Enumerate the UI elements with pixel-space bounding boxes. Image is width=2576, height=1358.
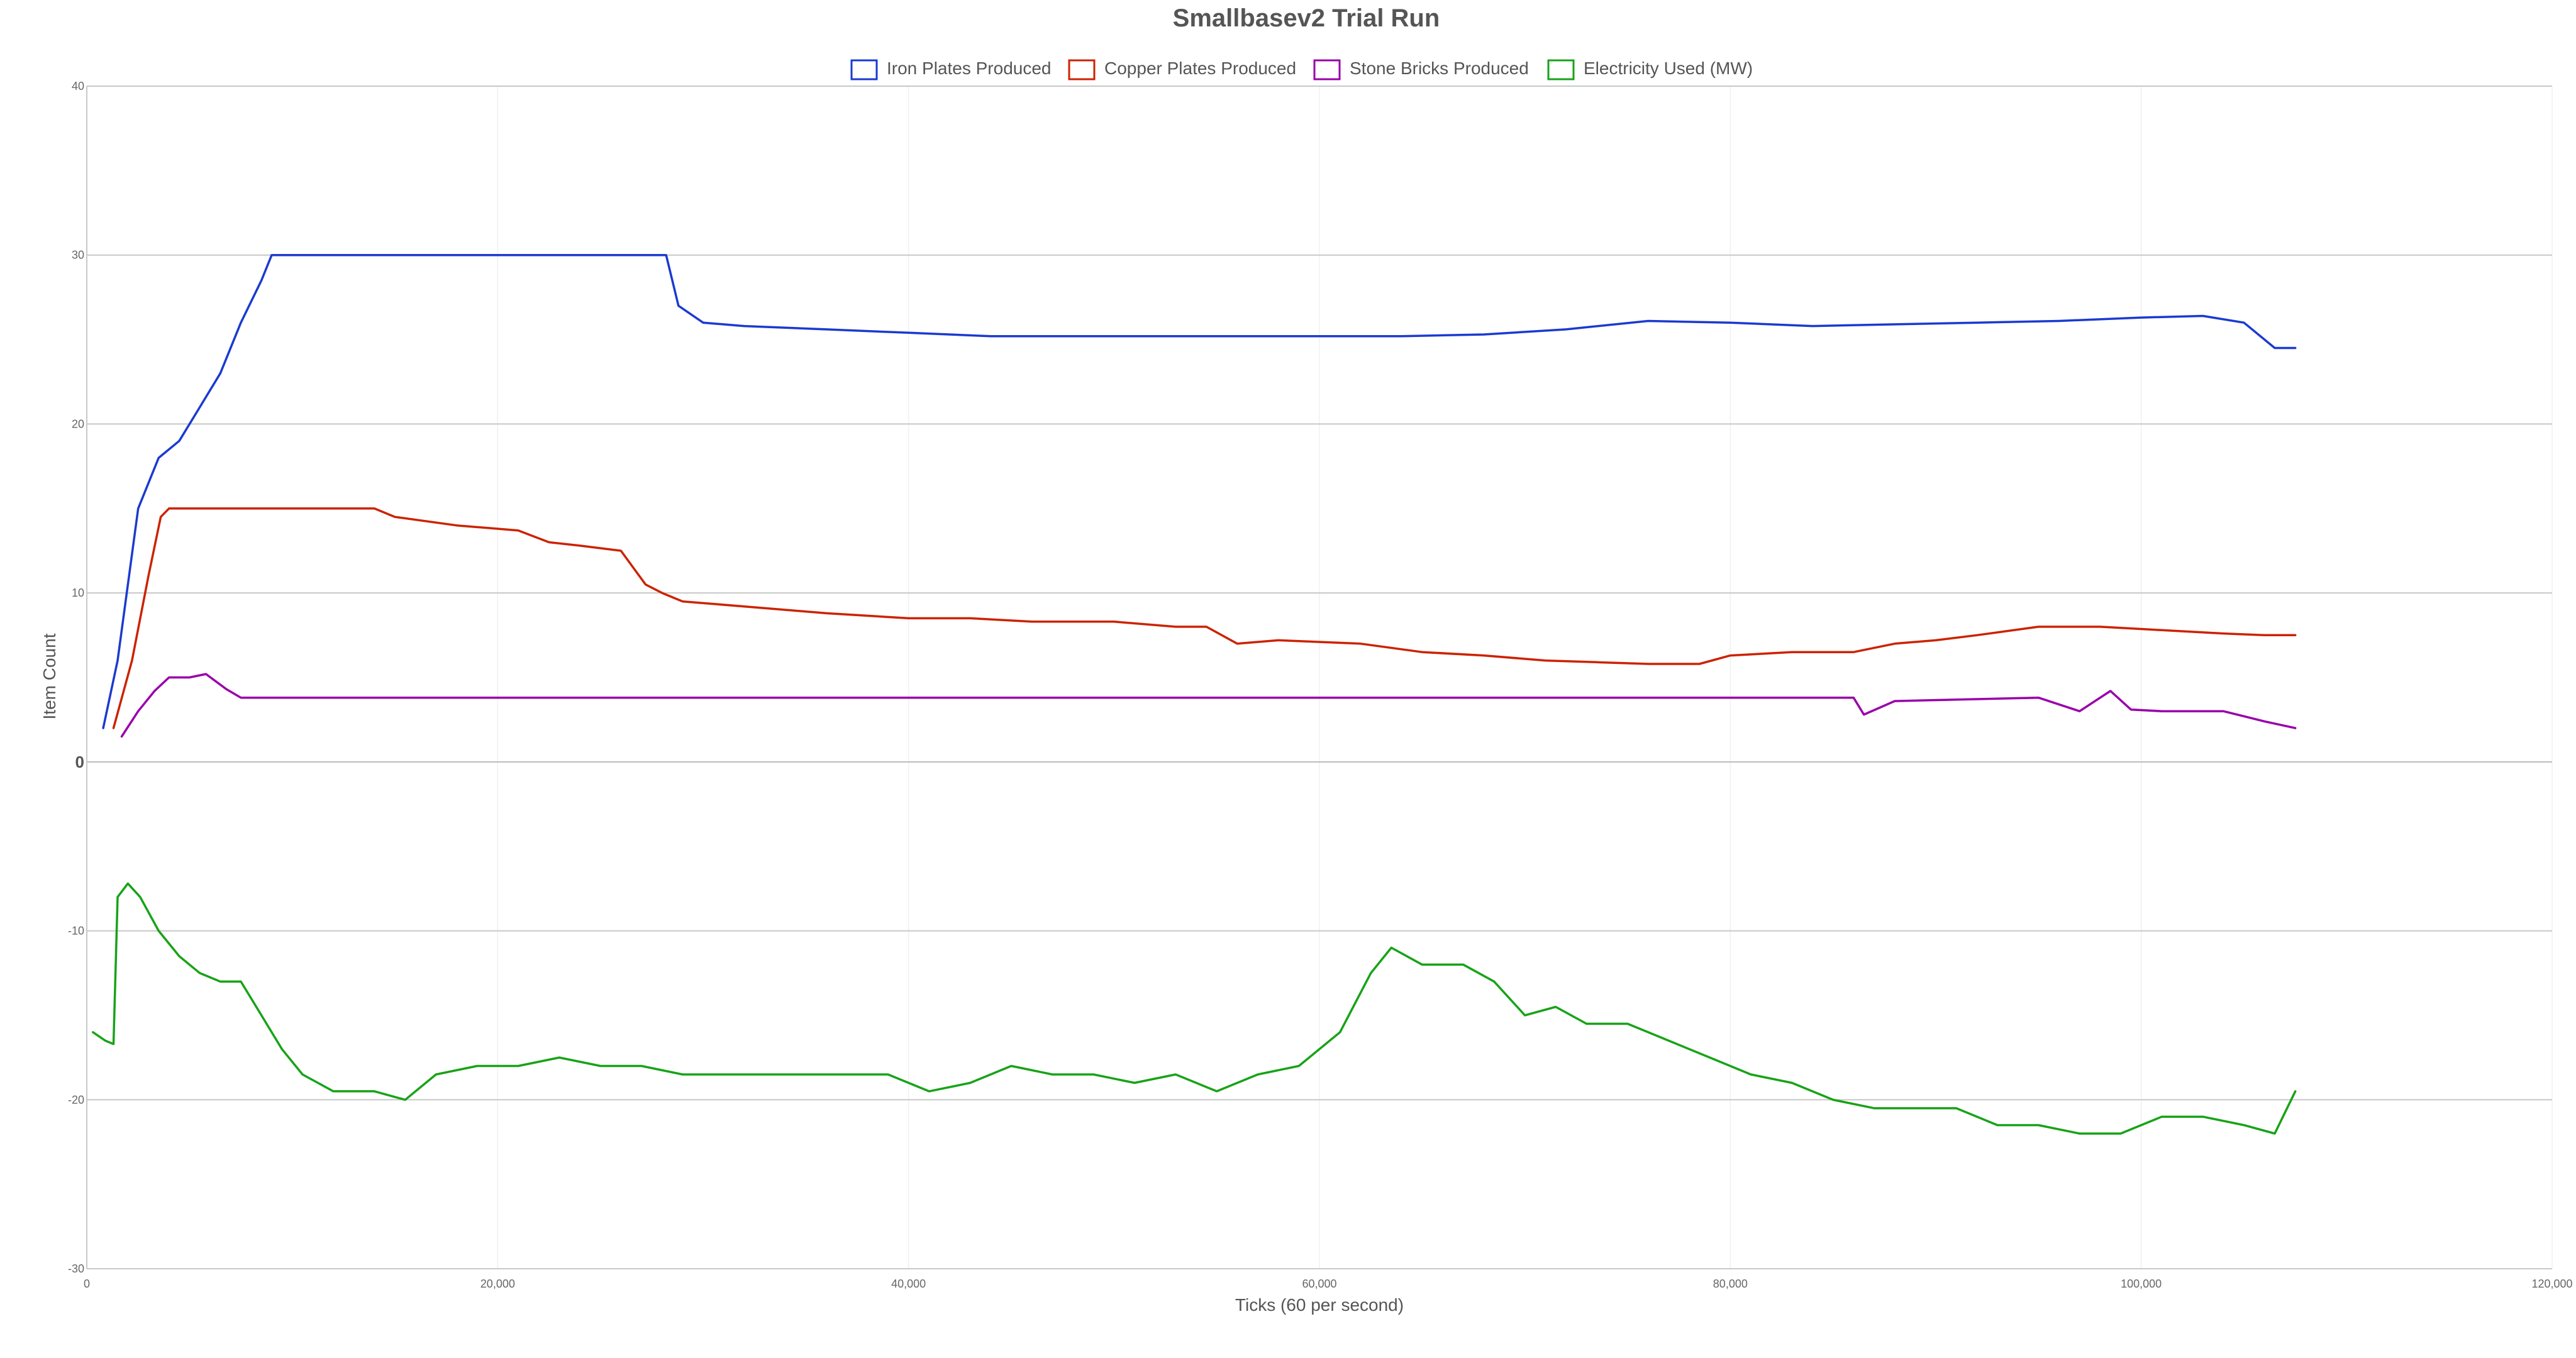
- axes: 0 20,000 40,000 60,000 80,000 100,000 120,000 -…: [68, 80, 2573, 1290]
- y-tick-label: -10: [68, 925, 84, 937]
- series-layer: [92, 253, 2297, 1135]
- y-tick-label: 40: [72, 80, 84, 92]
- y-tick-label: -30: [68, 1262, 84, 1275]
- legend-swatch: [1547, 59, 1575, 80]
- gridlines: [86, 86, 2553, 1269]
- y-tick-label: 30: [72, 249, 84, 262]
- y-axis-label: Item Count: [40, 633, 59, 719]
- legend-swatch: [1313, 59, 1341, 80]
- y-tick-label: 20: [72, 417, 84, 430]
- x-tick-label: 40,000: [891, 1278, 926, 1290]
- legend: Iron Plates Produced Copper Plates Produc…: [850, 58, 1753, 80]
- series-line-1: [102, 253, 2297, 729]
- series-line-2: [112, 507, 2297, 729]
- x-tick-label: 20,000: [480, 1278, 515, 1290]
- x-axis-label: Ticks (60 per second): [1235, 1295, 1404, 1315]
- legend-label: Electricity Used (MW): [1584, 58, 1753, 78]
- chart-title: Smallbasev2 Trial Run: [1173, 4, 1440, 32]
- series-line-4: [92, 882, 2297, 1135]
- legend-item-1[interactable]: Iron Plates Produced: [850, 58, 1052, 80]
- y-tick-label: -20: [68, 1093, 84, 1106]
- series-line-3: [120, 673, 2297, 738]
- legend-label: Iron Plates Produced: [887, 58, 1052, 78]
- x-tick-label: 80,000: [1713, 1278, 1748, 1290]
- legend-item-2[interactable]: Copper Plates Produced: [1068, 58, 1296, 80]
- legend-swatch: [1068, 59, 1096, 80]
- x-tick-label: 120,000: [2531, 1278, 2572, 1290]
- legend-label: Stone Bricks Produced: [1350, 58, 1529, 78]
- y-tick-label: 0: [75, 753, 84, 771]
- x-tick-label: 100,000: [2121, 1278, 2162, 1290]
- legend-swatch: [850, 59, 878, 80]
- x-tick-label: 60,000: [1302, 1278, 1336, 1290]
- legend-item-3[interactable]: Stone Bricks Produced: [1313, 58, 1529, 80]
- legend-label: Copper Plates Produced: [1104, 58, 1296, 78]
- x-tick-label: 0: [84, 1278, 90, 1290]
- y-tick-label: 10: [72, 587, 84, 599]
- legend-item-4[interactable]: Electricity Used (MW): [1547, 58, 1753, 80]
